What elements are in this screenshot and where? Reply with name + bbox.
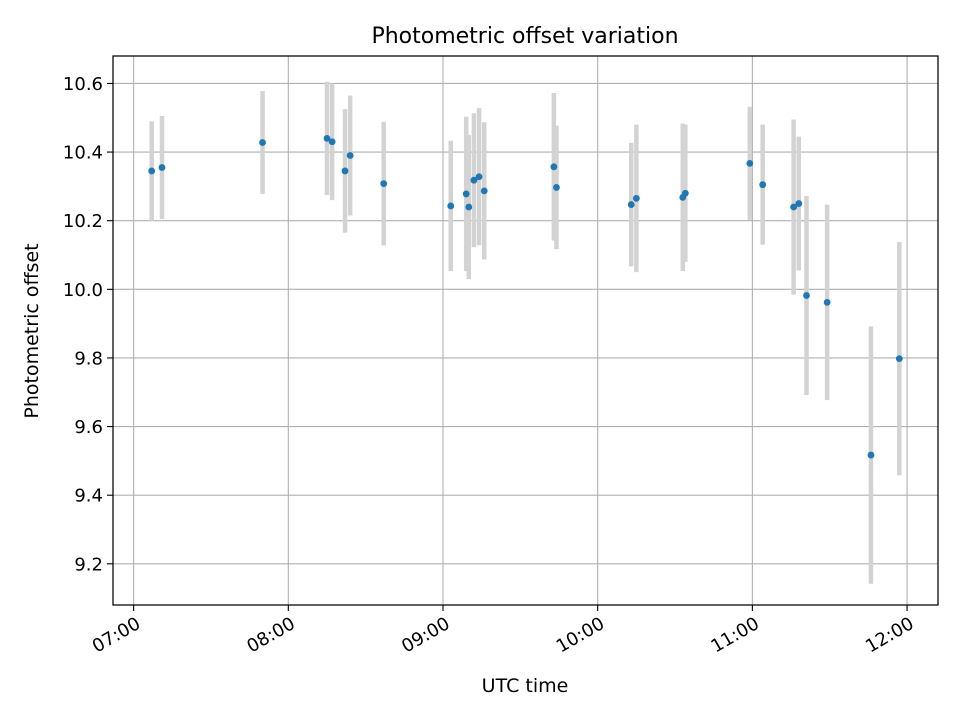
data-point (803, 292, 810, 299)
y-tick-label: 9.8 (74, 348, 103, 369)
data-point (632, 194, 640, 202)
data-point (346, 152, 354, 159)
data-point (823, 298, 831, 306)
data-point (867, 451, 875, 459)
data-point (259, 139, 266, 146)
y-tick-label: 10.2 (63, 211, 103, 232)
data-point (550, 163, 558, 171)
data-point (746, 159, 754, 167)
data-point (328, 138, 336, 146)
y-axis-label: Photometric offset (21, 243, 43, 418)
data-point (795, 200, 803, 207)
data-point (681, 189, 689, 197)
y-tick-label: 10.0 (63, 280, 103, 301)
data-point (462, 190, 470, 198)
data-point (158, 164, 166, 171)
axes-frame (112, 55, 939, 606)
data-point (447, 202, 455, 210)
data-point (553, 184, 560, 191)
data-point (790, 203, 798, 211)
y-tick-label: 9.6 (74, 417, 103, 438)
data-point (341, 167, 349, 175)
data-point (470, 176, 478, 184)
y-tick-label: 9.2 (74, 554, 103, 575)
data-point (148, 167, 156, 175)
data-point (323, 134, 331, 142)
data-points (148, 134, 903, 459)
data-point (895, 355, 903, 363)
data-point (475, 173, 483, 181)
x-axis-label: UTC time (482, 675, 569, 697)
chart-title: Photometric offset variation (371, 24, 678, 49)
y-tick-label: 10.4 (63, 143, 103, 164)
data-point (759, 181, 767, 189)
data-point (480, 187, 488, 195)
data-point (627, 201, 635, 208)
y-tick-label: 9.4 (74, 486, 103, 507)
data-point (465, 203, 473, 211)
y-tick-label: 10.6 (63, 74, 103, 95)
data-point (380, 180, 388, 188)
